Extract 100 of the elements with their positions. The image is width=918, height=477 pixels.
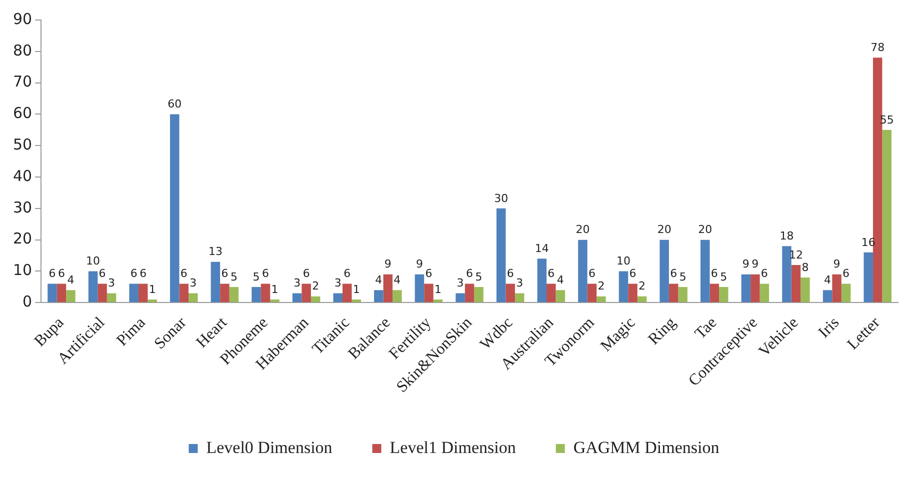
- data-label: 6: [670, 267, 678, 280]
- bar: [660, 240, 669, 302]
- bar: [782, 246, 792, 302]
- bar: [88, 271, 98, 302]
- bar: [383, 274, 393, 302]
- y-tick-label: 20: [12, 230, 32, 248]
- y-tick-label: 50: [12, 136, 32, 154]
- bar: [310, 296, 320, 302]
- bar: [618, 271, 628, 302]
- data-label: 9: [752, 258, 759, 271]
- data-label: 6: [344, 267, 351, 280]
- bar: [66, 290, 76, 302]
- data-label: 6: [130, 267, 138, 280]
- bar: [556, 290, 566, 302]
- y-tick-label: 10: [12, 261, 32, 280]
- data-label: 6: [760, 267, 768, 280]
- bar: [292, 293, 302, 302]
- data-label: 10: [86, 254, 100, 268]
- bar: [220, 284, 230, 302]
- data-label: 6: [48, 267, 56, 280]
- bar: [179, 284, 189, 302]
- bar: [456, 293, 465, 302]
- data-label: 20: [657, 223, 672, 236]
- bar: [750, 274, 760, 302]
- y-tick-label: 60: [12, 104, 32, 122]
- bar: [48, 284, 57, 302]
- data-label: 3: [108, 276, 116, 290]
- data-label: 20: [698, 223, 712, 236]
- data-label: 5: [679, 270, 686, 284]
- x-tick-label: Ring: [645, 314, 680, 348]
- data-label: 4: [375, 273, 382, 286]
- bar: [546, 284, 556, 302]
- data-label: 14: [534, 242, 549, 256]
- bar: [464, 284, 474, 302]
- data-label: 9: [833, 258, 840, 271]
- data-label: 4: [67, 273, 74, 286]
- bar: [392, 290, 402, 302]
- data-label: 3: [294, 276, 301, 290]
- data-label: 9: [416, 258, 423, 271]
- data-label: 6: [140, 267, 147, 280]
- data-label: 3: [456, 276, 464, 290]
- bar: [302, 284, 311, 302]
- data-label: 1: [148, 282, 156, 296]
- bar: [138, 284, 148, 302]
- data-label: 20: [576, 223, 590, 236]
- bar: [678, 286, 688, 302]
- data-label: 4: [394, 273, 401, 286]
- bar: [210, 262, 220, 302]
- data-label: 6: [262, 267, 270, 280]
- data-label: 3: [334, 276, 342, 290]
- y-tick-label: 40: [12, 166, 32, 185]
- data-label: 6: [58, 267, 65, 280]
- bar: [760, 284, 770, 302]
- bar: [710, 284, 719, 302]
- bar: [98, 284, 107, 302]
- data-label: 18: [780, 229, 794, 242]
- data-label: 6: [506, 267, 514, 280]
- data-label: 6: [302, 267, 310, 280]
- data-label: 1: [352, 282, 360, 296]
- x-tick-label: Pima: [114, 314, 149, 350]
- bar: [864, 252, 873, 302]
- data-label: 6: [548, 267, 555, 280]
- x-tick-label: Iris: [815, 314, 843, 342]
- data-label: 10: [616, 254, 631, 268]
- bar: [106, 293, 116, 302]
- bar: [148, 300, 157, 302]
- bar: [514, 293, 524, 302]
- data-label: 6: [842, 267, 850, 280]
- bar: [56, 284, 66, 302]
- data-label: 6: [629, 267, 636, 280]
- bar: [841, 284, 851, 302]
- data-label: 2: [638, 280, 646, 293]
- bar: [374, 290, 384, 302]
- bar: [270, 300, 280, 302]
- bar: [333, 293, 343, 302]
- y-tick-label: 90: [12, 10, 32, 28]
- data-label: 5: [475, 270, 482, 284]
- data-label: 5: [230, 270, 238, 284]
- bar: [342, 284, 352, 302]
- data-label: 1: [271, 282, 278, 296]
- data-label: 78: [870, 41, 885, 54]
- data-label: 9: [742, 258, 750, 271]
- bar: [506, 284, 515, 302]
- legend-label: GAGMM Dimension: [573, 438, 720, 457]
- data-label: 4: [556, 273, 564, 286]
- data-label: 30: [494, 192, 508, 205]
- bar: [596, 296, 606, 302]
- y-tick-label: 80: [12, 41, 32, 60]
- bar: [352, 300, 361, 302]
- data-label: 2: [312, 280, 320, 293]
- data-label: 3: [190, 276, 197, 290]
- bar: [668, 284, 678, 302]
- bar: [822, 290, 832, 302]
- bar: [129, 284, 138, 302]
- data-label: 3: [516, 276, 524, 290]
- bar: [791, 264, 801, 302]
- y-tick-label: 0: [22, 292, 32, 311]
- data-label: 2: [598, 280, 605, 293]
- data-label: 6: [466, 267, 474, 280]
- data-label: 6: [710, 267, 718, 280]
